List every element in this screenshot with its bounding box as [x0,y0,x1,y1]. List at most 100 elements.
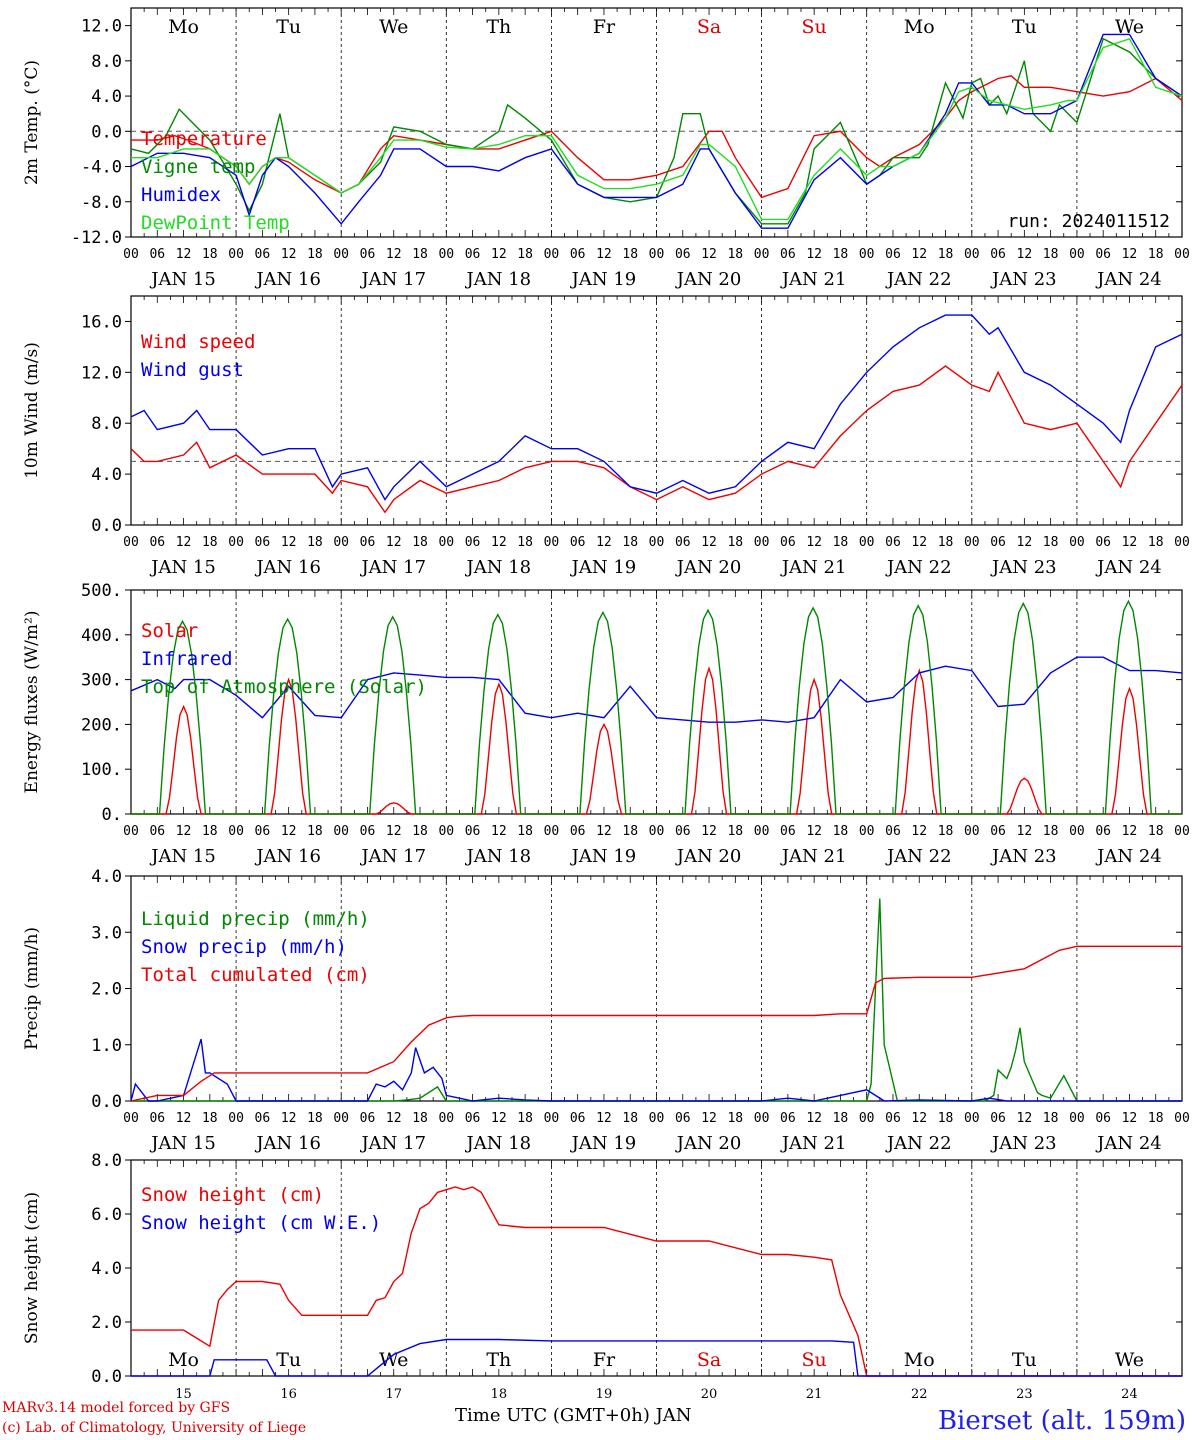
y-tick-label: 4.0 [91,465,122,485]
weekday-label: Fr [593,16,616,38]
x-date-label: JAN 16 [254,557,321,578]
weekday-label: We [1115,16,1144,38]
x-hour-label: 00 [438,824,454,839]
x-hour-label: 12 [1122,824,1138,839]
y-tick-label: 6.0 [91,1205,122,1225]
x-hour-label: 18 [412,824,428,839]
x-hour-label: 12 [176,1111,192,1126]
x-hour-label: 18 [517,247,533,262]
plot-frame [130,589,1183,815]
panel-3: 500. 400. 300. 200. 100. 0. Energy fluxes (W/m… [22,581,1190,867]
x-hour-label: 06 [360,824,376,839]
series-line-dewpoint-temp [131,37,1183,221]
weekday-label: Tu [1012,16,1037,38]
y-axis-label: 10m Wind (m/s) [22,342,42,479]
x-hour-label: 00 [123,535,139,550]
x-hour-label: 06 [675,535,691,550]
x-hour-label: 00 [754,824,770,839]
legend-entry: DewPoint Temp [141,212,290,234]
x-day-number: 18 [491,1387,508,1402]
x-hour-label: 12 [386,1111,402,1126]
x-hour-label: 18 [1043,824,1059,839]
x-hour-label: 12 [596,247,612,262]
x-hour-label: 12 [1017,535,1033,550]
series-line-snow-precip-mm-h- [130,1038,1182,1102]
legend-entry: Temperature [141,128,267,150]
y-tick-label: 2.0 [91,1313,122,1333]
series-line-temperature [131,75,1183,199]
x-date-label: JAN 17 [359,846,426,867]
panel-1: 12.0 8.0 4.0 0.0 -4.0 -8.0 -12.0 2m Temp. (°C) 0… [22,7,1190,290]
y-tick-label: 8.0 [91,52,122,72]
x-date-label: JAN 22 [885,1133,952,1154]
y-tick-label: -8.0 [81,193,122,213]
y-tick-label: 4.0 [91,867,122,887]
x-hour-label: 06 [885,535,901,550]
weekday-label: We [379,1349,408,1371]
x-hour-label: 18 [1148,1111,1164,1126]
series-line-infrared [130,656,1183,723]
x-hour-label: 18 [307,247,323,262]
x-hour-label: 18 [938,824,954,839]
y-tick-label: -4.0 [81,158,122,178]
x-date-label: JAN 16 [254,269,321,290]
x-date-label: JAN 19 [570,846,637,867]
x-hour-label: 18 [833,535,849,550]
x-date-label: JAN 15 [149,1133,216,1154]
y-tick-label: -12.0 [71,228,122,248]
x-date-label: JAN 19 [570,1133,637,1154]
x-hour-label: 00 [859,535,875,550]
x-date-label: JAN 22 [885,846,952,867]
x-day-number: 16 [280,1387,297,1402]
x-hour-label: 00 [333,535,349,550]
y-tick-label: 400. [81,626,122,646]
weekday-label: Mo [168,1349,199,1371]
x-hour-label: 12 [281,824,297,839]
x-hour-label: 12 [701,247,717,262]
x-hour-label: 06 [570,824,586,839]
y-tick-label: 200. [81,715,122,735]
x-date-label: JAN 18 [465,1133,532,1154]
weekday-label: Fr [593,1349,616,1371]
x-hour-label: 06 [780,824,796,839]
weekday-label: Mo [904,16,935,38]
x-hour-label: 18 [517,1111,533,1126]
y-axis-label: Precip (mm/h) [22,927,42,1050]
x-date-label: JAN 15 [149,269,216,290]
x-hour-label: 06 [780,247,796,262]
x-hour-label: 12 [386,247,402,262]
x-hour-label: 00 [333,247,349,262]
x-hour-label: 00 [754,1111,770,1126]
x-hour-label: 00 [754,247,770,262]
x-date-label: JAN 18 [465,557,532,578]
x-date-label: JAN 24 [1095,269,1162,290]
x-hour-label: 12 [1122,535,1138,550]
x-hour-label: 00 [333,824,349,839]
legend-entry: Top of Atmosphere (Solar) [141,676,427,698]
x-hour-label: 06 [1095,535,1111,550]
x-hour-label: 12 [806,247,822,262]
x-hour-label: 00 [228,535,244,550]
x-hour-label: 18 [517,535,533,550]
x-hour-label: 18 [622,535,638,550]
x-hour-label: 06 [885,824,901,839]
x-hour-label: 18 [412,1111,428,1126]
x-hour-label: 00 [1174,824,1190,839]
x-hour-label: 06 [675,1111,691,1126]
x-hour-label: 00 [438,247,454,262]
x-hour-label: 12 [491,247,507,262]
x-hour-label: 06 [675,824,691,839]
x-date-label: JAN 20 [675,846,742,867]
x-hour-label: 12 [1017,824,1033,839]
x-hour-label: 06 [885,1111,901,1126]
series-line-total-cumulated-cm- [130,945,1182,1102]
x-hour-label: 06 [465,535,481,550]
x-hour-label: 06 [465,824,481,839]
x-hour-label: 06 [990,247,1006,262]
x-date-label: JAN 23 [990,846,1057,867]
x-hour-label: 06 [149,535,165,550]
x-hour-label: 12 [281,247,297,262]
weekday-label: Th [486,1349,511,1371]
weekday-label: We [379,16,408,38]
series-line-snow-height-cm- [131,1186,1182,1377]
